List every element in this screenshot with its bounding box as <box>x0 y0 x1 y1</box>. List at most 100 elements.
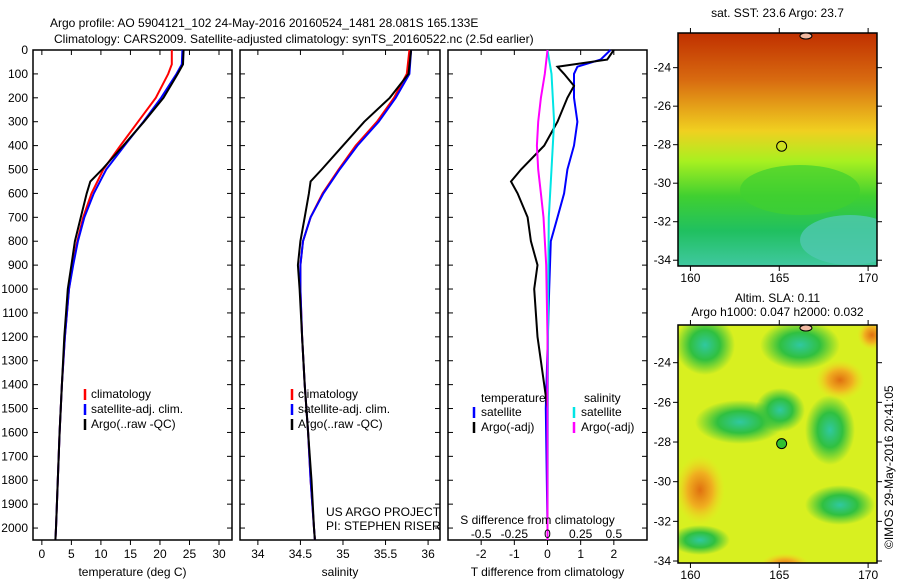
sst-field-patch <box>800 215 877 265</box>
series-line-satellite-adj-clim- <box>299 49 413 541</box>
lat-tick-label: -28 <box>654 435 672 449</box>
depth-tick-label: 1300 <box>1 354 28 368</box>
depth-tick-label: 1100 <box>2 306 28 320</box>
sla-field-patch <box>678 455 725 525</box>
sla-field-patch <box>805 485 875 525</box>
lat-tick-label: -30 <box>654 475 672 489</box>
lon-tick-label: 165 <box>769 568 789 580</box>
x-tick-label: 5 <box>68 547 75 561</box>
depth-tick-label: 100 <box>8 67 28 81</box>
land-island <box>799 324 813 332</box>
legend-label: satellite <box>581 405 622 419</box>
lon-tick-label: 160 <box>680 568 700 580</box>
x-tick-label: 35.5 <box>374 547 398 561</box>
legend-label: Argo(..raw -QC) <box>91 417 176 431</box>
legend-label: Argo(..raw -QC) <box>298 417 383 431</box>
map-title: sat. SST: 23.6 Argo: 23.7 <box>711 6 844 20</box>
lat-tick-label: -24 <box>654 61 672 75</box>
lon-tick-label: 160 <box>680 271 700 285</box>
series-line-satellite-adj-clim- <box>54 49 184 541</box>
argo-location-marker <box>776 140 788 152</box>
depth-tick-label: 300 <box>8 115 28 129</box>
x-tick-label: -1 <box>509 547 520 561</box>
x-tick-label: 25 <box>183 547 197 561</box>
x-tick-label: 34.5 <box>289 547 313 561</box>
map-subtitle: Argo h1000: 0.047 h2000: 0.032 <box>691 305 863 319</box>
series-line-temperature-argo-adj- <box>509 49 615 540</box>
legend-label: climatology <box>91 387 151 401</box>
plot-frame <box>239 49 441 541</box>
legend-label: climatology <box>298 387 358 401</box>
lat-tick-label: -32 <box>654 514 672 528</box>
depth-tick-label: 1900 <box>1 497 28 511</box>
sla-field-patch <box>678 325 735 375</box>
legend-label: Argo(-adj) <box>581 420 634 434</box>
x-tick-label: 15 <box>124 547 138 561</box>
argo-location-marker <box>776 438 788 450</box>
project-annotation: US ARGO PROJECT <box>326 505 441 519</box>
depth-tick-label: 1400 <box>1 378 28 392</box>
depth-tick-label: 800 <box>8 234 28 248</box>
lon-tick-label: 170 <box>858 568 878 580</box>
series-line-argo-raw-qc- <box>54 49 185 541</box>
legend-label: satellite <box>481 405 522 419</box>
x2-axis-label: S difference from climatology <box>460 513 615 527</box>
plot-frame <box>32 49 233 541</box>
lat-tick-label: -34 <box>654 253 672 267</box>
sla-field-patch <box>678 525 730 555</box>
x-tick-label: 20 <box>153 547 167 561</box>
x-tick-label: 30 <box>212 547 226 561</box>
temperature-panel: 0 5 10 15 20 25 30 temperature (deg C) climatolo… <box>32 49 233 579</box>
depth-tick-label: 700 <box>8 210 28 224</box>
land-island <box>799 32 813 40</box>
depth-tick-label: 1000 <box>1 282 28 296</box>
legend-label: satellite-adj. clim. <box>298 402 390 416</box>
depth-tick-label: 1500 <box>1 402 28 416</box>
lat-tick-label: -24 <box>654 356 672 370</box>
lon-tick-label: 170 <box>858 271 878 285</box>
x2-tick-label: 0 <box>544 527 551 541</box>
depth-tick-label: 2000 <box>1 521 28 535</box>
series-line-salinity-argo-adj- <box>535 49 549 540</box>
lat-tick-label: -32 <box>654 215 672 229</box>
legend-label: Argo(-adj) <box>481 420 534 434</box>
difference-panel: -2 -1 0 1 2 T difference from climatology temp… <box>447 49 648 579</box>
depth-tick-label: 900 <box>8 258 28 272</box>
x-tick-label: -2 <box>476 547 487 561</box>
x-tick-label: 35 <box>336 547 350 561</box>
x-axis-label: temperature (deg C) <box>78 565 186 579</box>
x2-tick-label: -0.5 <box>471 527 492 541</box>
lat-tick-label: -30 <box>654 176 672 190</box>
x-axis-label: T difference from climatology <box>471 565 625 579</box>
map-frame <box>677 324 878 564</box>
lat-tick-label: -26 <box>654 395 672 409</box>
series-line-climatology <box>299 49 411 541</box>
depth-tick-label: 1800 <box>1 473 28 487</box>
depth-tick-label: 1700 <box>1 449 28 463</box>
x2-tick-label: 0.5 <box>605 527 622 541</box>
x-tick-label: 0 <box>39 547 46 561</box>
x-tick-label: 36 <box>421 547 435 561</box>
sla-field-patch <box>815 360 865 400</box>
legend-label: satellite-adj. clim. <box>91 402 183 416</box>
lat-tick-label: -28 <box>654 138 672 152</box>
salinity-panel: 34 34.5 35 35.5 36 salinity climatologysatelli… <box>239 49 441 579</box>
depth-tick-label: 600 <box>8 186 28 200</box>
series-line-argo-raw-qc- <box>296 49 413 541</box>
depth-axis: 0 100 200 300 400 500 600 700 800 900 1000 1100 1200… <box>1 43 28 535</box>
lat-tick-label: -26 <box>654 99 672 113</box>
x-tick-label: 0 <box>544 547 551 561</box>
legend-header: temperature <box>481 391 546 405</box>
x-tick-label: 2 <box>610 547 617 561</box>
x2-tick-label: 0.25 <box>569 527 593 541</box>
sla-field-patch <box>760 325 840 370</box>
sst-map: sat. SST: 23.6 Argo: 23.7 160 165 170 -24 -26… <box>654 6 882 285</box>
sst-field-patch <box>740 165 860 215</box>
map-title: Altim. SLA: 0.11 <box>735 291 820 305</box>
title-line-1: Argo profile: AO 5904121_102 24-May-2016… <box>50 16 478 30</box>
legend-header: salinity <box>584 391 621 405</box>
title-line-2: Climatology: CARS2009. Satellite-adjuste… <box>54 32 534 46</box>
